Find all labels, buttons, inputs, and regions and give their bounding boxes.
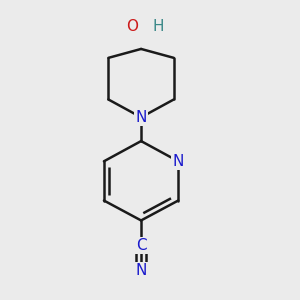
Text: N: N — [172, 154, 184, 169]
Text: O: O — [126, 19, 138, 34]
Text: N: N — [135, 263, 147, 278]
Text: C: C — [136, 238, 146, 253]
Text: N: N — [135, 110, 147, 125]
Text: H: H — [153, 19, 164, 34]
